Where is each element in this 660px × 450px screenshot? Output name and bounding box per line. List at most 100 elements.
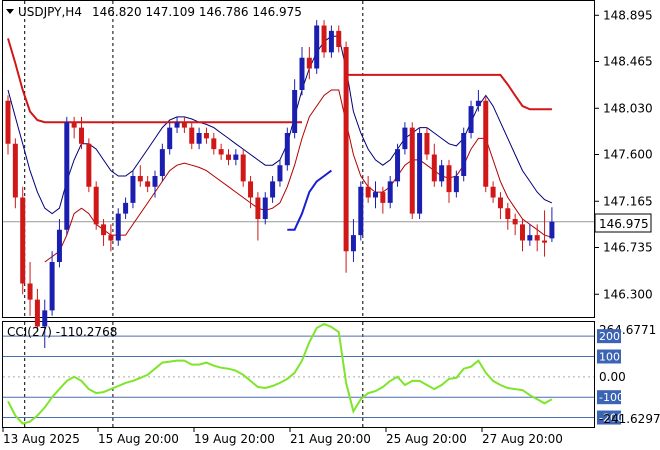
candle-body bbox=[328, 30, 334, 53]
candle-body bbox=[93, 186, 99, 225]
candle-body bbox=[159, 149, 165, 176]
current-price-box bbox=[594, 213, 652, 233]
candle-body bbox=[123, 202, 129, 214]
time-tick-label: 15 Aug 20:00 bbox=[98, 432, 179, 446]
cci-level-label: 200 bbox=[599, 330, 620, 343]
candle-body bbox=[203, 133, 209, 139]
candle-body bbox=[56, 229, 62, 262]
candle-body bbox=[380, 192, 386, 203]
candle-body bbox=[314, 25, 320, 69]
candle-body bbox=[233, 154, 239, 160]
candle-body bbox=[174, 122, 180, 128]
ohlc-values: 146.820 147.109 146.786 146.975 bbox=[92, 5, 302, 19]
candle-body bbox=[108, 235, 114, 241]
candle-body bbox=[365, 186, 371, 198]
candle-body bbox=[446, 165, 452, 193]
price-tick-label: 147.600 bbox=[603, 148, 653, 162]
candle-body bbox=[284, 133, 290, 166]
candle-body bbox=[520, 224, 525, 241]
candle-body bbox=[189, 127, 195, 144]
candle-body bbox=[101, 224, 107, 236]
candle-body bbox=[358, 186, 364, 236]
cci-level-label: -200 bbox=[599, 412, 624, 425]
candle-body bbox=[343, 47, 349, 252]
candle-body bbox=[461, 133, 467, 176]
candle-body bbox=[512, 219, 518, 225]
main-panel bbox=[2, 0, 595, 318]
cci-level-label: 0.00 bbox=[599, 370, 626, 384]
time-tick-label: 27 Aug 20:00 bbox=[482, 432, 563, 446]
candle-body bbox=[292, 90, 298, 133]
candle-body bbox=[542, 240, 548, 243]
candle-body bbox=[321, 25, 327, 53]
time-axis: 13 Aug 2025 15 Aug 20:00 19 Aug 20:00 21 Au… bbox=[2, 428, 563, 446]
candle-body bbox=[424, 133, 430, 155]
candle-body bbox=[483, 100, 489, 187]
candle-body bbox=[402, 127, 408, 150]
price-tick-label: 148.030 bbox=[603, 101, 653, 115]
candle-body bbox=[306, 57, 312, 69]
candle-body bbox=[453, 176, 459, 193]
candle-body bbox=[439, 165, 445, 182]
candle-body bbox=[34, 299, 40, 327]
current-price-label: 146.975 bbox=[599, 217, 649, 231]
candle-body bbox=[5, 100, 11, 144]
candle-body bbox=[336, 30, 342, 47]
candle-body bbox=[505, 208, 511, 219]
support-line bbox=[287, 169, 332, 231]
candle-body bbox=[167, 127, 173, 150]
candle-body bbox=[130, 176, 136, 203]
candle-body bbox=[255, 197, 261, 219]
candle-body bbox=[395, 149, 401, 182]
lower_band-line bbox=[44, 89, 553, 263]
candle-body bbox=[417, 133, 423, 214]
candle-body bbox=[497, 197, 503, 209]
cci-level-badge bbox=[597, 349, 621, 364]
cci-bottom-value: -241.6297 bbox=[599, 412, 660, 426]
candle-body bbox=[20, 197, 26, 284]
candle-body bbox=[409, 127, 415, 214]
candle-body bbox=[27, 283, 33, 300]
cci-label: CCI(27) -110.2768 bbox=[7, 325, 117, 339]
candle-body bbox=[218, 149, 224, 155]
candle-body bbox=[152, 176, 158, 187]
cci-panel bbox=[2, 321, 595, 428]
candle-body bbox=[387, 181, 393, 203]
candle-body bbox=[527, 235, 533, 241]
session-separators bbox=[24, 1, 364, 427]
candle-body bbox=[350, 235, 356, 252]
candle-body bbox=[299, 57, 305, 90]
candle-body bbox=[79, 127, 84, 144]
cci-indicator bbox=[3, 322, 594, 425]
time-tick-label: 19 Aug 20:00 bbox=[194, 432, 275, 446]
candle-body bbox=[181, 122, 187, 128]
resistance-line bbox=[7, 38, 552, 124]
candle-body bbox=[534, 235, 540, 241]
price-axis: 148.895 148.465 148.030 147.600 147.165 146.7… bbox=[595, 8, 653, 301]
candle-body bbox=[270, 181, 276, 198]
candle-body bbox=[226, 154, 231, 160]
cci-level-badge bbox=[597, 390, 621, 405]
candle-body bbox=[373, 192, 378, 198]
candlesticks bbox=[5, 20, 555, 348]
time-tick-label: 21 Aug 20:00 bbox=[290, 432, 371, 446]
collapse-triangle-icon[interactable] bbox=[6, 9, 14, 14]
candle-body bbox=[248, 181, 254, 198]
price-tick-label: 148.465 bbox=[603, 55, 653, 69]
candle-body bbox=[475, 100, 481, 107]
candle-body bbox=[468, 106, 474, 133]
candle-body bbox=[49, 262, 55, 311]
price-tick-label: 146.735 bbox=[603, 240, 653, 254]
candle-body bbox=[86, 143, 92, 187]
cci-line bbox=[7, 322, 553, 425]
candle-body bbox=[240, 154, 246, 182]
price-tick-label: 148.895 bbox=[603, 8, 653, 22]
time-tick-label: 13 Aug 2025 bbox=[3, 432, 80, 446]
candle-body bbox=[490, 186, 496, 198]
candle-body bbox=[71, 122, 77, 128]
cci-level-label: 100 bbox=[599, 351, 620, 364]
candle-body bbox=[549, 221, 555, 239]
cci-level-badge bbox=[597, 410, 621, 425]
price-tick-label: 146.300 bbox=[603, 287, 653, 301]
